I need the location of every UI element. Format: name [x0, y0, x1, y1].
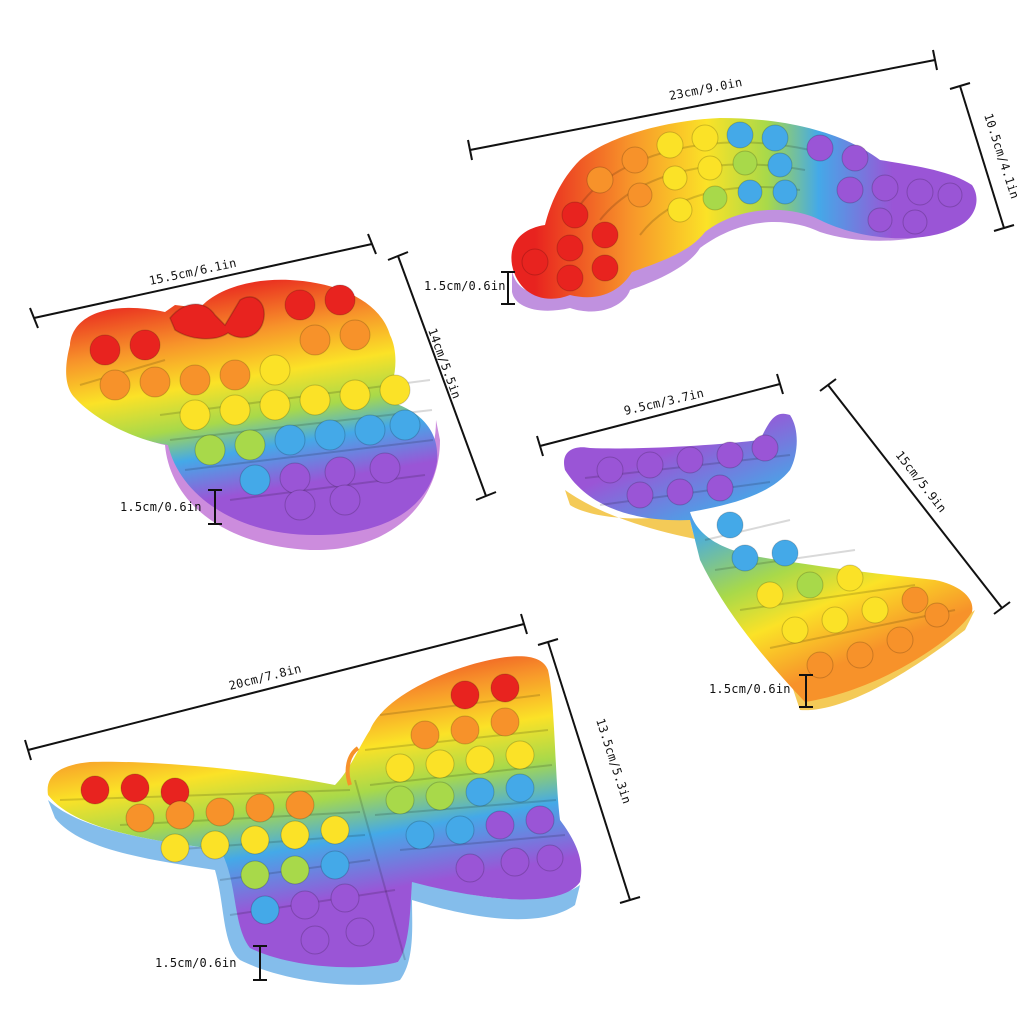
butterfly-toy: 20cm/7.8in 13.5cm/5.3in 1.5cm/0.6in [24, 613, 641, 985]
mouse-thickness-label: 1.5cm/0.6in [120, 500, 202, 514]
antenna [345, 746, 360, 786]
butterfly-toy-body [47, 656, 582, 968]
rainbow-height-label: 10.5cm/4.1in [981, 112, 1022, 201]
butterfly-thickness-dimension: 1.5cm/0.6in [155, 945, 267, 981]
mermaid-tail-toy: 9.5cm/3.7in 15cm/5.9in 1.5cm/0.6in [536, 373, 1011, 711]
butterfly-height-label: 13.5cm/5.3in [593, 717, 634, 806]
tail-toy-body [564, 413, 973, 702]
rainbow-thickness-dimension: 1.5cm/0.6in [424, 271, 515, 305]
tail-bubbles [596, 434, 950, 679]
rainbow-thickness-label: 1.5cm/0.6in [424, 279, 506, 293]
mouse-thickness-dimension: 1.5cm/0.6in [120, 489, 222, 525]
mouse-head-toy: 15.5cm/6.1in 14cm/5.5in 1.5cm/0.6in [29, 233, 497, 551]
tail-thickness-label: 1.5cm/0.6in [709, 682, 791, 696]
mouse-bubbles [89, 284, 421, 521]
butterfly-bubbles [80, 673, 564, 955]
butterfly-thickness-label: 1.5cm/0.6in [155, 956, 237, 970]
rainbow-toy: 23cm/9.0in 10.5cm/4.1in 1.5cm/0.6in [424, 49, 1022, 312]
rainbow-bubbles [521, 121, 963, 292]
bow-shape [169, 296, 265, 340]
mouse-height-label: 14cm/5.5in [425, 326, 464, 401]
tail-thickness-dimension: 1.5cm/0.6in [709, 674, 813, 708]
butterfly-width-label: 20cm/7.8in [227, 661, 302, 693]
